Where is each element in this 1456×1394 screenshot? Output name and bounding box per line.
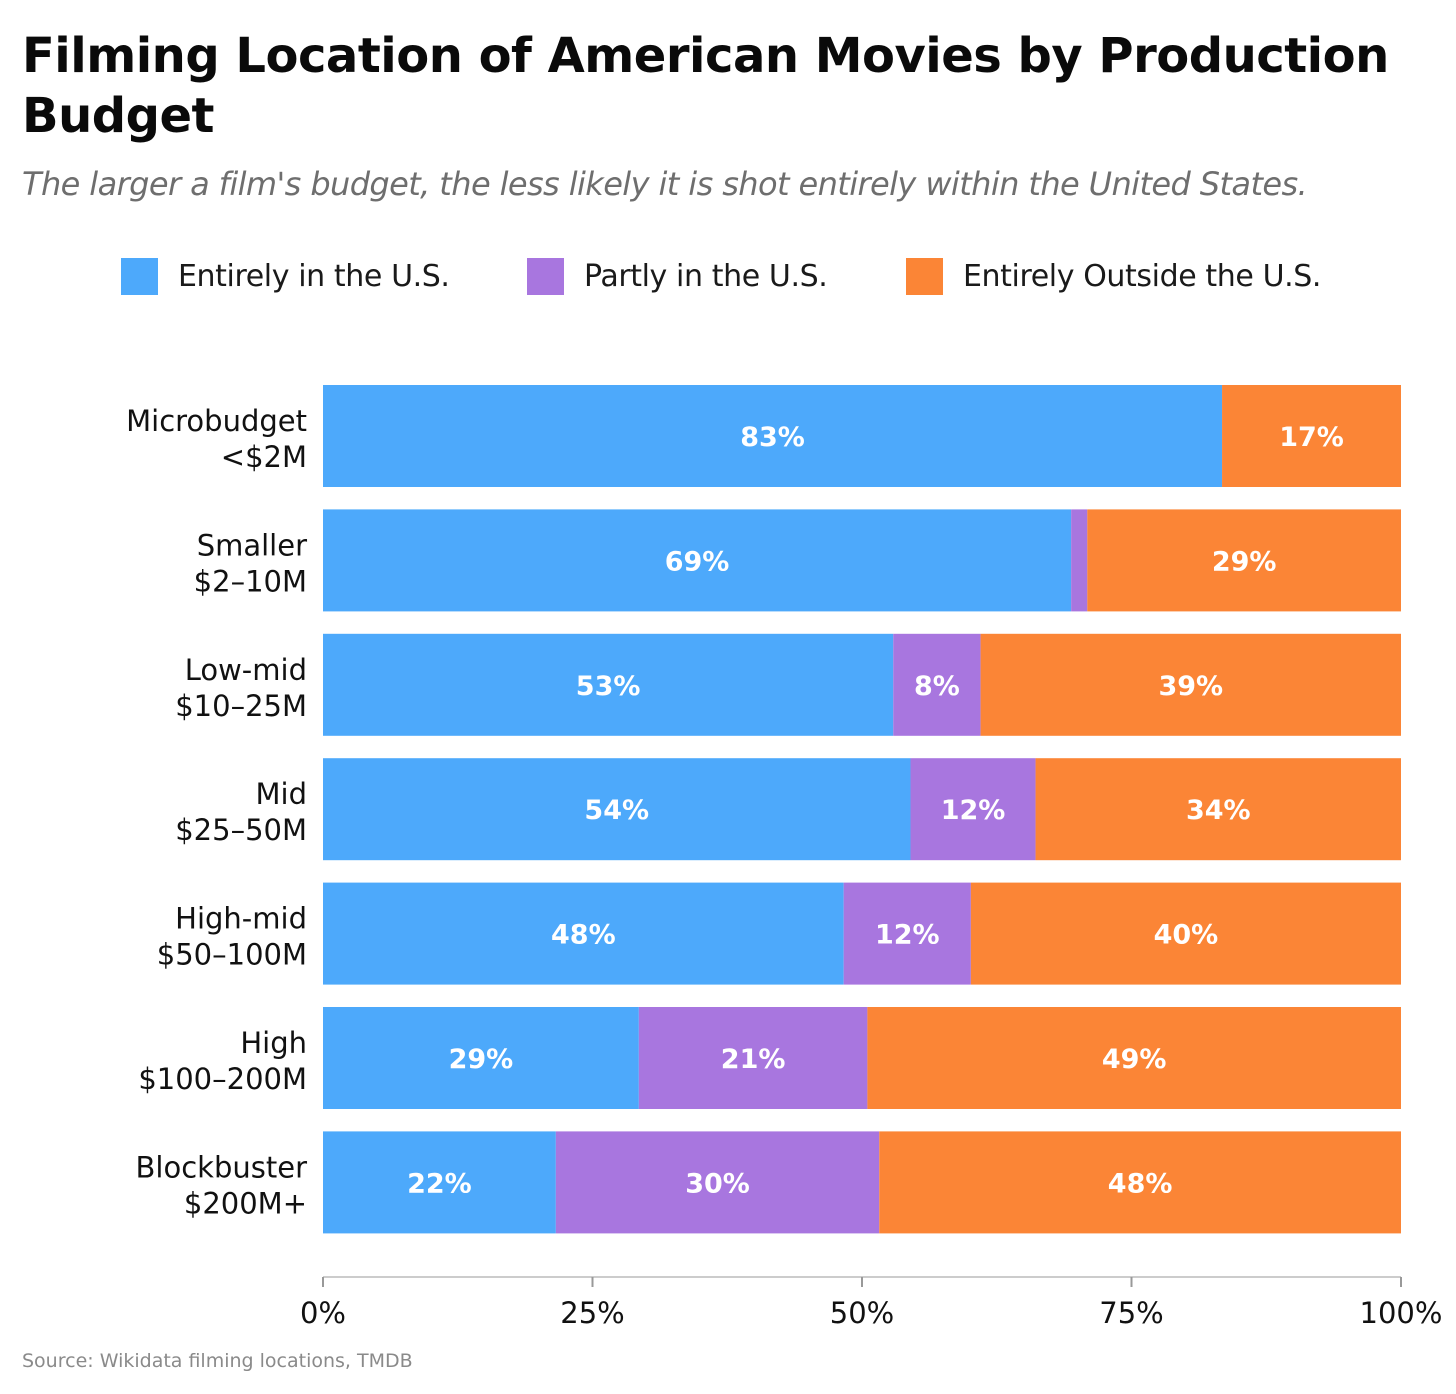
bar-segment-2-0 <box>1222 385 1401 487</box>
bar-segment-0-4 <box>323 882 844 985</box>
bar-segment-2-4 <box>970 882 1401 985</box>
bar-group-1: 69% 29% Smaller$2–10M <box>194 509 1401 612</box>
bar-value-label: 40% <box>1154 920 1219 951</box>
bar-group-2: 53% 8% 39% Low-mid$10–25M <box>175 633 1401 736</box>
bar-segment-0-3 <box>323 758 911 861</box>
bar-value-label: 39% <box>1158 671 1223 702</box>
bar-value-label: 29% <box>449 1044 514 1075</box>
bar-segment-0-6 <box>323 1131 556 1234</box>
bar-value-label: 21% <box>721 1044 786 1075</box>
x-tick-label: 75% <box>1099 1296 1163 1330</box>
bar-value-label: 12% <box>875 920 940 951</box>
x-tick-label: 0% <box>300 1296 346 1330</box>
bar-segment-1-4 <box>843 882 971 985</box>
bar-value-label: 22% <box>407 1168 472 1199</box>
bar-group-4: 48% 12% 40% High-mid$50–100M <box>157 882 1401 985</box>
bar-value-label: 12% <box>941 795 1006 826</box>
bar-value-label: 48% <box>1108 1168 1173 1199</box>
bar-value-label: 48% <box>551 920 616 951</box>
legend-swatch-outside-us <box>906 257 943 295</box>
category-label-range: $10–25M <box>175 689 307 723</box>
category-label-range: $200M+ <box>184 1186 307 1220</box>
bar-segment-1-3 <box>910 758 1036 861</box>
bar-value-label: 17% <box>1279 422 1344 453</box>
category-label-range: $50–100M <box>157 938 307 972</box>
legend-item-partly-us: Partly in the U.S. <box>527 256 828 296</box>
legend-item-outside-us: Entirely Outside the U.S. <box>906 256 1321 296</box>
category-label-name: Smaller <box>197 528 307 562</box>
category-label-range: $25–50M <box>175 813 307 847</box>
bar-value-label: 8% <box>914 671 960 702</box>
bar-segment-0-0 <box>323 385 1223 487</box>
source-note: Source: Wikidata filming locations, TMDB <box>22 1350 413 1372</box>
chart-title: Filming Location of American Movies by P… <box>22 28 1389 144</box>
bar-segment-2-3 <box>1035 758 1401 861</box>
bar-group-0: 83% 17% Microbudget<$2M <box>126 385 1401 487</box>
bar-segment-2-6 <box>879 1131 1401 1234</box>
legend-swatch-partly-us <box>527 257 564 295</box>
legend-label-entirely-us: Entirely in the U.S. <box>178 258 450 294</box>
x-tick-label: 25% <box>560 1296 624 1330</box>
category-label-range: <$2M <box>221 440 307 474</box>
bar-value-label: 30% <box>685 1168 750 1199</box>
bar-segment-2-5 <box>867 1007 1401 1109</box>
category-label-name: Blockbuster <box>136 1150 308 1184</box>
legend-label-partly-us: Partly in the U.S. <box>584 258 828 294</box>
bar-segment-0-5 <box>323 1007 639 1109</box>
category-label-name: High <box>240 1026 307 1060</box>
bar-value-label: 29% <box>1212 546 1277 577</box>
bar-segment-0-1 <box>323 509 1072 612</box>
category-label-name: High-mid <box>175 902 307 936</box>
bar-value-label: 69% <box>665 546 730 577</box>
bar-segment-2-1 <box>1087 509 1401 612</box>
bar-segment-1-1 <box>1071 509 1088 612</box>
legend-item-entirely-us: Entirely in the U.S. <box>121 256 450 296</box>
bar-value-label: 34% <box>1186 795 1251 826</box>
legend-swatch-entirely-us <box>121 257 158 295</box>
category-label-range: $100–200M <box>138 1062 307 1096</box>
category-label-name: Mid <box>256 777 308 811</box>
bar-segment-1-2 <box>893 633 981 736</box>
bar-group-3: 54% 12% 34% Mid$25–50M <box>175 758 1401 861</box>
legend-label-outside-us: Entirely Outside the U.S. <box>963 258 1322 294</box>
category-label-name: Low-mid <box>185 653 307 687</box>
bar-value-label: 54% <box>584 795 649 826</box>
bar-value-label: 83% <box>740 422 805 453</box>
x-tick-label: 50% <box>830 1296 894 1330</box>
bar-segment-2-2 <box>980 633 1401 736</box>
category-label-name: Microbudget <box>126 404 307 438</box>
bar-value-label: 53% <box>576 671 641 702</box>
bar-group-6: 22% 30% 48% Blockbuster$200M+ <box>136 1131 1401 1234</box>
category-label-range: $2–10M <box>194 564 307 598</box>
bar-segment-0-2 <box>323 633 894 736</box>
bar-value-label: 49% <box>1102 1044 1167 1075</box>
x-tick-label: 100% <box>1360 1296 1443 1330</box>
chart-subtitle: The larger a film's budget, the less lik… <box>22 165 1308 203</box>
bar-segment-1-6 <box>555 1131 880 1234</box>
bar-group-5: 29% 21% 49% High$100–200M <box>138 1007 1401 1109</box>
bar-segment-1-5 <box>638 1007 868 1109</box>
